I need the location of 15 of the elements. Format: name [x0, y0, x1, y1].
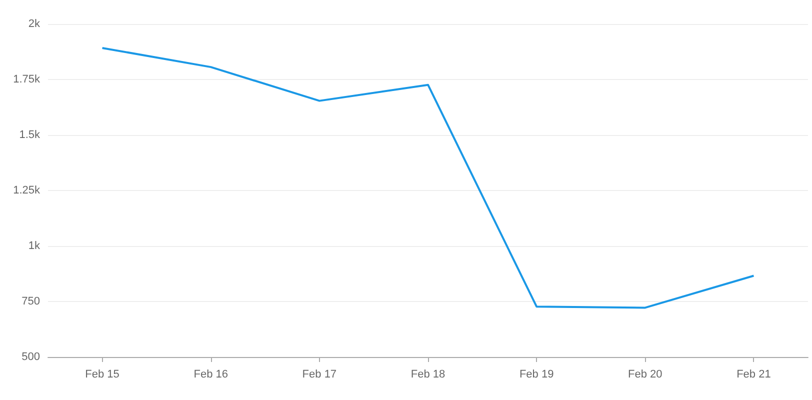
line-series [101, 46, 755, 309]
y-tick-label: 1.5k [19, 129, 40, 141]
x-tick-label: Feb 17 [302, 368, 337, 380]
y-tick-label: 1.25k [13, 184, 40, 196]
x-tick-label: Feb 21 [736, 368, 771, 380]
y-tick-label: 2k [28, 18, 40, 30]
x-tick-label: Feb 16 [194, 368, 228, 380]
x-tick-label: Feb 19 [519, 368, 554, 380]
x-tick-label: Feb 15 [85, 368, 120, 380]
y-tick-label: 750 [22, 296, 40, 308]
y-tick-label: 1k [28, 240, 40, 252]
x-tick-label: Feb 20 [628, 368, 662, 380]
y-tick-label: 500 [22, 351, 40, 363]
y-tick-label: 1.75k [13, 74, 40, 86]
x-tick-label: Feb 18 [410, 368, 446, 380]
